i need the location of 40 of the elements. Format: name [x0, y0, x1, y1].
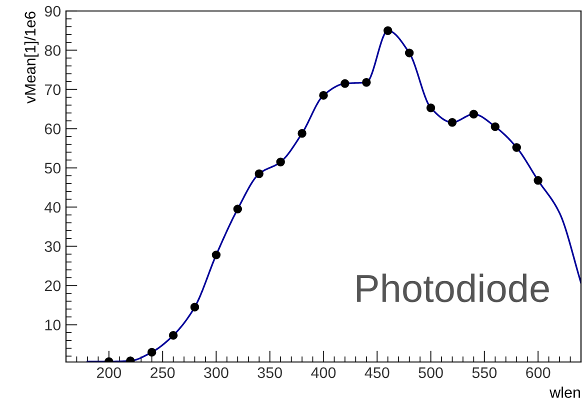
point [212, 250, 221, 260]
y-tick-label: 10 [45, 320, 61, 330]
point [168, 330, 178, 340]
point [362, 78, 371, 87]
point [276, 158, 285, 166]
x-tick-label: 500 [418, 367, 443, 378]
x-tick-label: 400 [311, 367, 336, 378]
point [469, 110, 478, 119]
y-tick-label: 30 [44, 241, 61, 252]
x-tick-label: 550 [472, 367, 497, 378]
y-tick-label: 70 [44, 84, 61, 96]
y-tick-label: 40 [44, 202, 61, 213]
x-tick-label: 250 [150, 367, 175, 378]
y-tick-label: 80 [44, 45, 61, 56]
point [340, 79, 350, 88]
y-tick-label: 60 [44, 124, 61, 134]
x-tick-label: 300 [204, 367, 228, 378]
point [319, 90, 328, 100]
x-tick-label: 450 [364, 367, 390, 378]
x-tick-label: 200 [96, 367, 122, 378]
point [298, 128, 306, 138]
point [147, 348, 156, 357]
point [190, 302, 200, 312]
point [534, 176, 542, 185]
point [404, 48, 414, 58]
x-tick-label: 350 [258, 367, 282, 378]
y-axis-title: vMean[1]/1e6 [24, 12, 39, 104]
point [512, 143, 521, 152]
annotation: Photodiode [357, 274, 549, 302]
point [490, 122, 500, 132]
y-tick-label: 90 [44, 6, 61, 17]
point [426, 104, 436, 112]
point [233, 204, 242, 214]
y-tick-label: 50 [44, 162, 61, 174]
point [384, 26, 392, 35]
x-axis-title: wlen [550, 386, 580, 398]
point [254, 169, 264, 178]
x-tick-label: 600 [526, 367, 550, 378]
y-tick-label: 20 [44, 280, 61, 292]
point [448, 118, 457, 127]
